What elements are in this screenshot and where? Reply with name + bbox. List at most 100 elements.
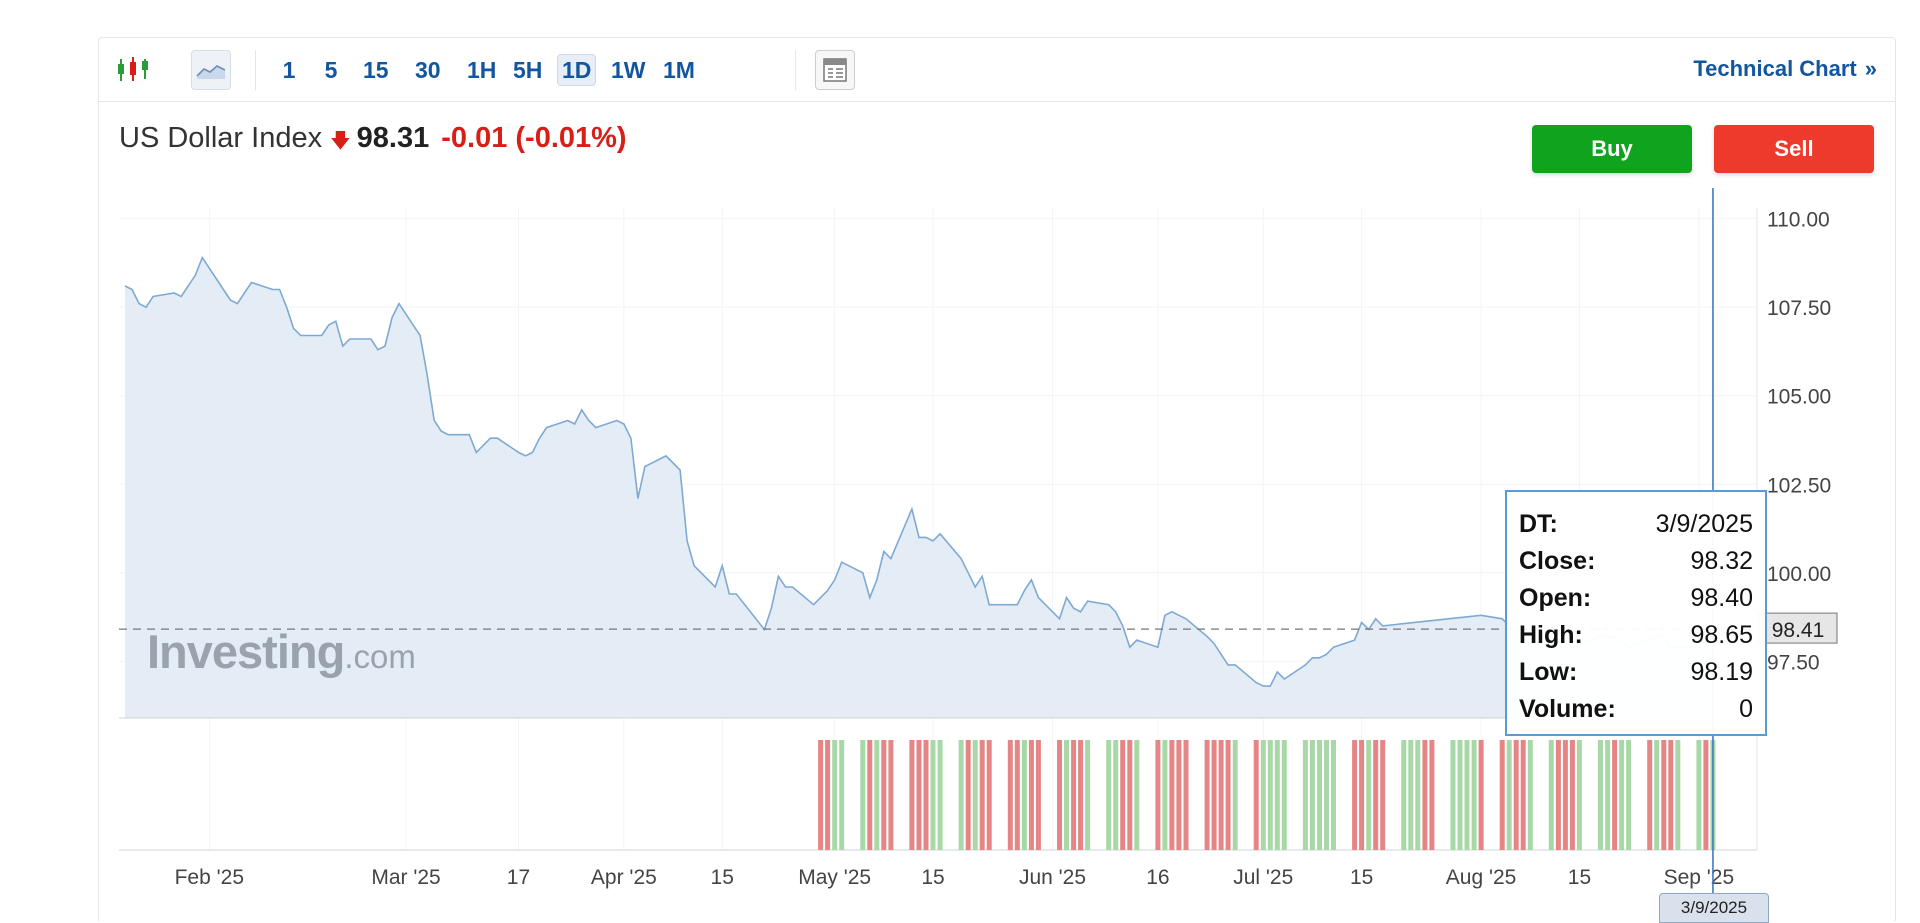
- x-tick-label: 15: [711, 866, 734, 889]
- tooltip-row: High: 98.65: [1519, 617, 1753, 654]
- x-tick-label: Feb '25: [175, 866, 244, 889]
- volume-bar: [1134, 740, 1140, 850]
- volume-bar: [1014, 740, 1020, 850]
- price-area-fill: [125, 257, 1713, 718]
- volume-bar: [1085, 740, 1091, 850]
- ohlc-tooltip: DT: 3/9/2025 Close: 98.32 Open: 98.40 High: 98.…: [1505, 490, 1767, 736]
- interval-button-1m[interactable]: 1M: [663, 56, 695, 83]
- volume-bar: [1401, 740, 1407, 850]
- interval-button-1w[interactable]: 1W: [611, 56, 646, 83]
- volume-bar: [1499, 740, 1505, 850]
- volume-bar: [1352, 740, 1358, 850]
- volume-bar: [839, 740, 845, 850]
- interval-button-5[interactable]: 5: [324, 56, 338, 83]
- volume-bar: [1162, 740, 1168, 850]
- watermark-brand: Investing: [147, 625, 345, 678]
- tooltip-key: High:: [1519, 621, 1583, 649]
- tooltip-key: Volume:: [1519, 695, 1616, 723]
- volume-bar: [1661, 740, 1667, 850]
- volume-bar: [1464, 740, 1470, 850]
- last-price-tag: [1758, 612, 1838, 644]
- down-arrow-icon: 🡇: [330, 130, 351, 152]
- volume-bar: [867, 740, 873, 850]
- tooltip-key: Open:: [1519, 584, 1592, 612]
- volume-bar: [1211, 740, 1217, 850]
- sell-button[interactable]: Sell: [1714, 125, 1874, 173]
- volume-bar: [1225, 740, 1231, 850]
- volume-bar: [1106, 740, 1112, 850]
- volume-bar: [1309, 740, 1315, 850]
- interval-button-15[interactable]: 15: [363, 56, 389, 83]
- volume-bar: [1113, 740, 1119, 850]
- tooltip-value: 98.65: [1690, 621, 1753, 649]
- volume-bar: [1359, 740, 1365, 850]
- volume-bar: [1035, 740, 1041, 850]
- volume-bar: [1703, 740, 1709, 850]
- toolbar-divider: [795, 50, 796, 90]
- interval-button-1h[interactable]: 1H: [467, 56, 497, 83]
- price-line: [124, 255, 1714, 687]
- x-tick-label: Aug '25: [1446, 866, 1517, 889]
- volume-bar: [916, 740, 922, 850]
- volume-bar: [1302, 740, 1308, 850]
- watermark-domain: .com: [344, 638, 416, 675]
- volume-bar: [1548, 740, 1554, 850]
- x-tick-label: 15: [1568, 866, 1591, 889]
- y-tick-label: 100.00: [1767, 563, 1831, 586]
- volume-bar: [1471, 740, 1477, 850]
- volume-bar: [1169, 740, 1175, 850]
- x-tick-label: Mar '25: [371, 866, 440, 889]
- volume-bar: [1562, 740, 1568, 850]
- volume-bar: [930, 740, 936, 850]
- volume-bar: [937, 740, 943, 850]
- volume-bar: [1457, 740, 1463, 850]
- volume-bar: [832, 740, 838, 850]
- volume-bar: [1654, 740, 1660, 850]
- volume-bar: [1605, 740, 1611, 850]
- volume-bar: [1429, 740, 1435, 850]
- volume-bar: [818, 740, 824, 850]
- technical-chart-link[interactable]: Technical Chart »: [1693, 56, 1877, 82]
- interval-button-30[interactable]: 30: [415, 56, 441, 83]
- price-chart[interactable]: 110.00 107.50 105.00 102.50 100.00 97.50 Feb '…: [99, 38, 1897, 922]
- volume-bar: [1619, 740, 1625, 850]
- y-tick-label: 107.50: [1767, 297, 1831, 320]
- volume-bar: [1513, 740, 1519, 850]
- tooltip-row: Low: 98.19: [1519, 654, 1753, 691]
- volume-bar: [1696, 740, 1702, 850]
- volume-bar: [1155, 740, 1161, 850]
- tooltip-value: 98.32: [1690, 547, 1753, 575]
- volume-bar: [1598, 740, 1603, 850]
- volume-bar: [1569, 740, 1575, 850]
- interval-button-1[interactable]: 1: [282, 56, 296, 83]
- volume-bar: [1267, 740, 1273, 850]
- panel-layout-icon[interactable]: [815, 50, 855, 90]
- volume-bar: [923, 740, 929, 850]
- area-chart-icon[interactable]: [191, 50, 231, 90]
- tooltip-row: Open: 98.40: [1519, 580, 1753, 617]
- volume-bar: [972, 740, 978, 850]
- x-tick-label: Sep '25: [1664, 866, 1735, 889]
- buy-button[interactable]: Buy: [1532, 125, 1692, 173]
- volume-bar: [979, 740, 985, 850]
- volume-bar: [1260, 740, 1266, 850]
- price-change: -0.01 (-0.01%): [441, 122, 627, 154]
- candlestick-icon[interactable]: [113, 50, 153, 90]
- crosshair-date-label: 3/9/2025: [1659, 893, 1769, 923]
- volume-bar: [1373, 740, 1379, 850]
- x-tick-label: Jul '25: [1233, 866, 1293, 889]
- volume-bar: [1176, 740, 1182, 850]
- volume-bar: [1317, 740, 1322, 850]
- volume-bar: [1232, 740, 1238, 850]
- tooltip-row: DT: 3/9/2025: [1519, 506, 1753, 543]
- volume-bar: [860, 740, 866, 850]
- volume-bar: [1675, 740, 1681, 850]
- volume-bar: [1527, 740, 1533, 850]
- interval-button-1d[interactable]: 1D: [557, 54, 597, 86]
- volume-bar: [1555, 740, 1561, 850]
- technical-chart-label: Technical Chart: [1693, 56, 1857, 81]
- interval-button-5h[interactable]: 5H: [513, 56, 543, 83]
- volume-bar: [1120, 740, 1126, 850]
- volume-bar: [888, 740, 894, 850]
- tooltip-key: Low:: [1519, 658, 1578, 686]
